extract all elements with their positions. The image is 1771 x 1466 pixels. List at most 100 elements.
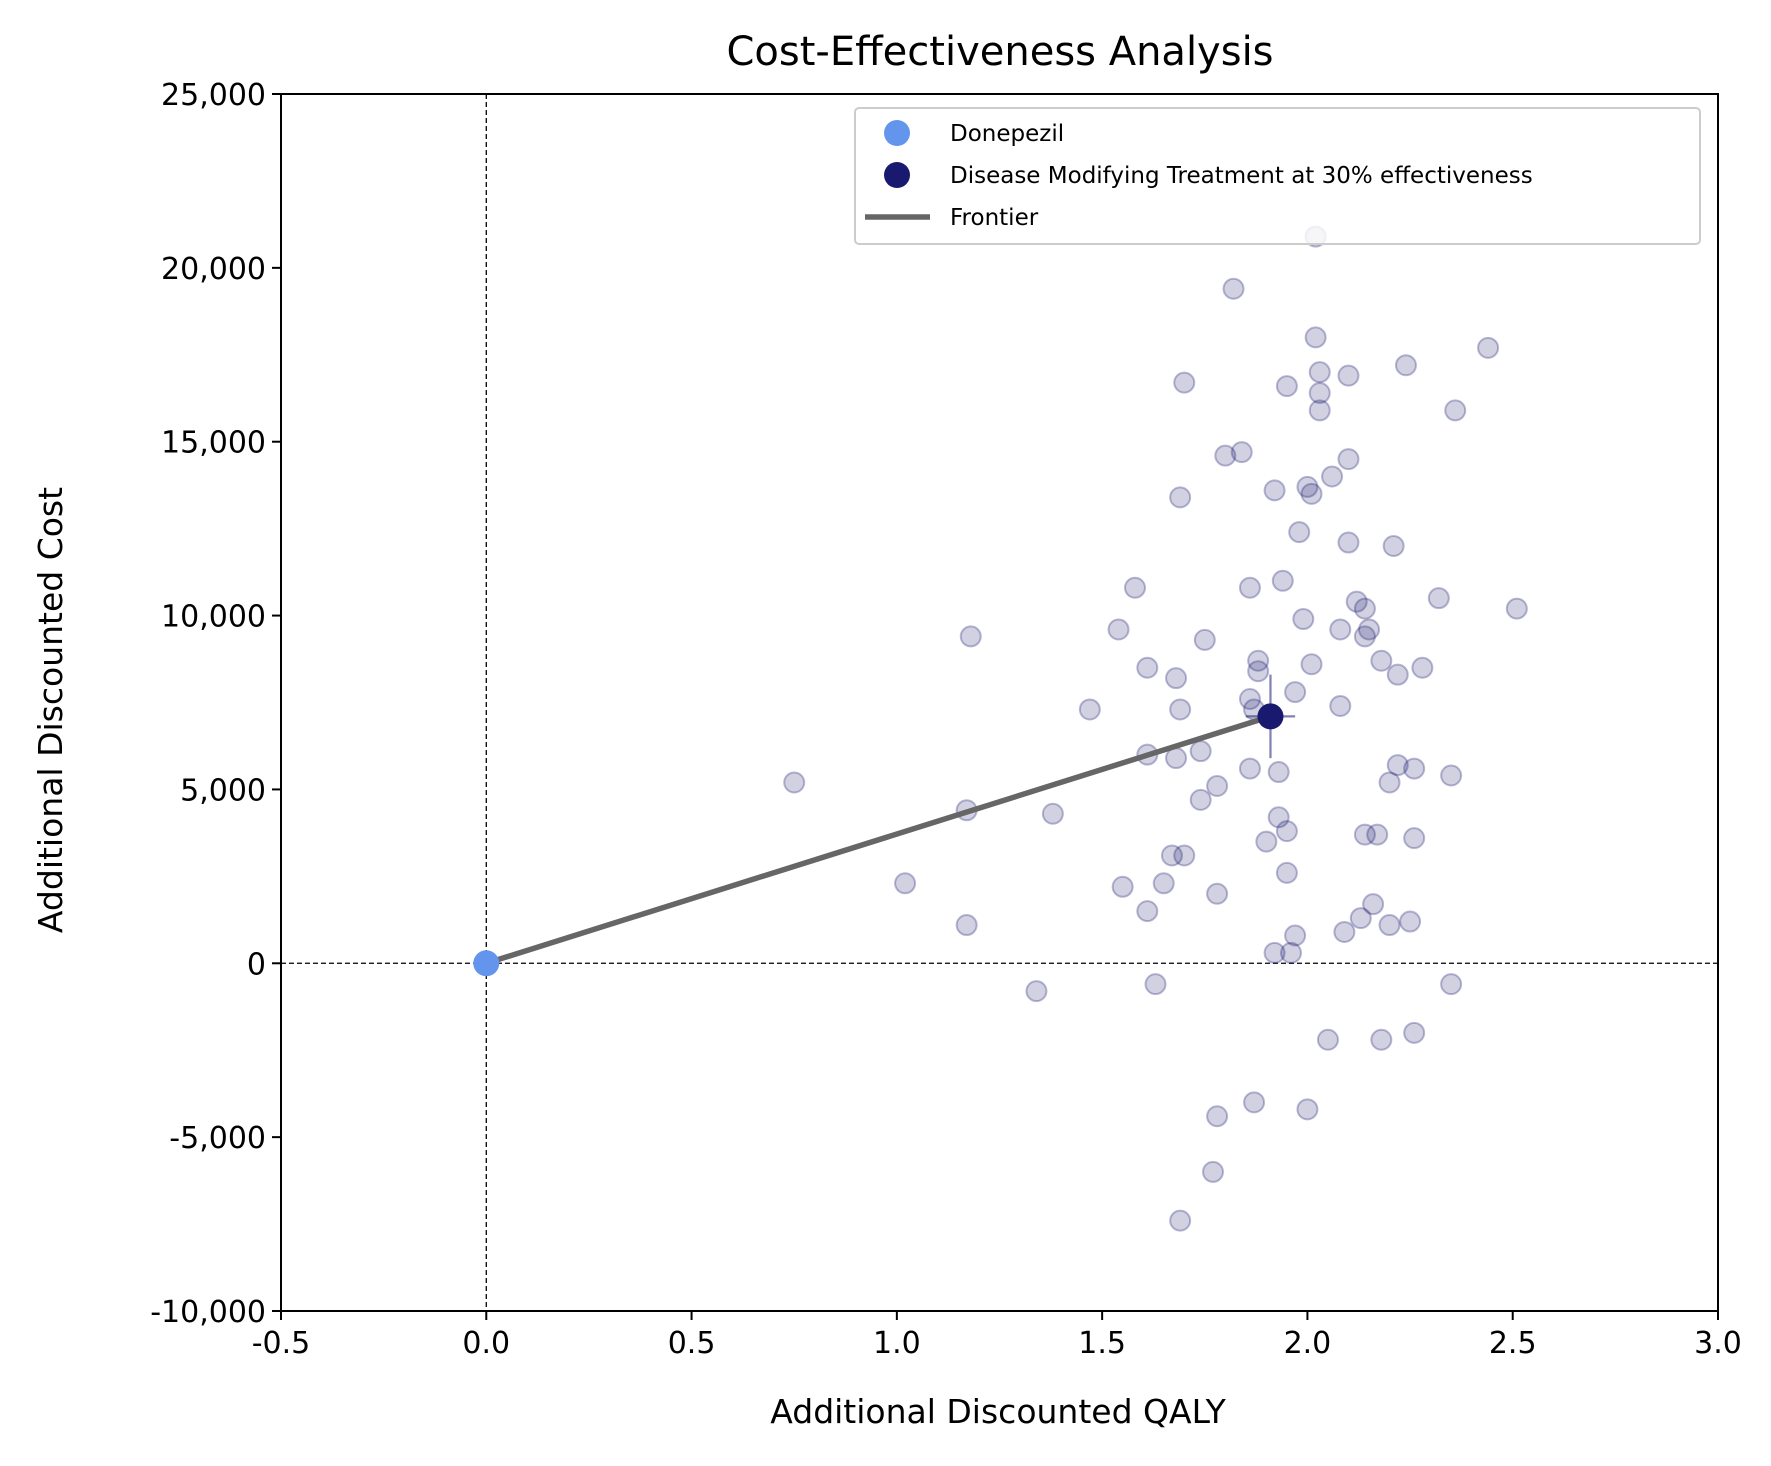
x-tick-label: 0.5 <box>668 1326 716 1361</box>
psa-sample-point <box>1136 656 1159 679</box>
psa-sample-point <box>1353 823 1376 846</box>
psa-sample-point <box>1333 920 1356 943</box>
y-tick-label: 10,000 <box>161 600 266 635</box>
treatment-point <box>1257 703 1284 730</box>
psa-sample-point <box>1505 597 1528 620</box>
psa-sample-point <box>1337 531 1360 554</box>
psa-sample-point <box>1403 1021 1426 1044</box>
psa-sample-point <box>1403 827 1426 850</box>
x-tick-label: 2.5 <box>1489 1326 1537 1361</box>
psa-sample-point <box>1300 482 1323 505</box>
legend-marker <box>884 120 910 146</box>
x-tick-label: -0.5 <box>252 1326 311 1361</box>
psa-sample-point <box>1308 399 1331 422</box>
psa-sample-point <box>1394 354 1417 377</box>
psa-sample-point <box>1206 774 1229 797</box>
psa-sample-point <box>1378 914 1401 937</box>
psa-sample-point <box>1300 653 1323 676</box>
psa-sample-point <box>1275 820 1298 843</box>
psa-sample-point <box>1296 475 1319 498</box>
plot-area <box>280 93 1719 1312</box>
chart-title: Cost-Effectiveness Analysis <box>726 29 1273 75</box>
psa-sample-point <box>1288 521 1311 544</box>
psa-sample-point <box>894 872 917 895</box>
y-tick-label: 25,000 <box>161 78 266 113</box>
psa-sample-point <box>1144 973 1167 996</box>
psa-sample-point <box>1280 941 1303 964</box>
x-tick-label: 2.0 <box>1284 1326 1332 1361</box>
psa-sample-point <box>1308 361 1331 384</box>
psa-sample-point <box>1025 980 1048 1003</box>
psa-sample-point <box>1169 486 1192 509</box>
psa-sample-point <box>1440 973 1463 996</box>
psa-sample-point <box>1173 371 1196 394</box>
y-tick-label: 20,000 <box>161 252 266 287</box>
plot-frame <box>280 93 1719 1312</box>
psa-sample-point <box>1370 649 1393 672</box>
psa-sample-point <box>1345 590 1368 613</box>
psa-sample-point <box>1107 618 1130 641</box>
psa-sample-point <box>1189 788 1212 811</box>
legend: Donepezil Disease Modifying Treatment at … <box>854 107 1701 245</box>
legend-box <box>854 107 1701 245</box>
x-tick-label: 3.0 <box>1694 1326 1742 1361</box>
frontier-line <box>485 713 1272 966</box>
psa-sample-point <box>1403 757 1426 780</box>
psa-sample-point <box>1247 660 1270 683</box>
psa-sample-point <box>1214 444 1237 467</box>
psa-sample-point <box>1078 698 1101 721</box>
legend-label: Frontier <box>950 205 1039 231</box>
x-tick-label: 0.0 <box>462 1326 510 1361</box>
psa-sample-point <box>1267 761 1290 784</box>
y-axis-label: Additional Discounted Cost <box>31 487 70 933</box>
x-axis-label: Additional Discounted QALY <box>770 1392 1226 1431</box>
psa-sample-point <box>1173 844 1196 867</box>
psa-sample-point <box>1284 924 1307 947</box>
psa-sample-point <box>1271 569 1294 592</box>
psa-sample-point <box>1411 656 1434 679</box>
legend-marker <box>884 162 910 188</box>
psa-sample-point <box>1206 882 1229 905</box>
psa-sample-point <box>1382 535 1405 558</box>
x-tick-label: 1.0 <box>873 1326 921 1361</box>
psa-sample-point <box>1238 757 1261 780</box>
donepezil-point <box>473 950 500 977</box>
psa-sample-point <box>1308 382 1331 405</box>
psa-sample-point <box>1292 608 1315 631</box>
psa-sample-point <box>1201 1160 1224 1183</box>
y-tick-label: 0 <box>247 947 266 982</box>
y-tick-label: 5,000 <box>180 773 266 808</box>
psa-sample-point <box>783 771 806 794</box>
psa-sample-point <box>1378 771 1401 794</box>
psa-sample-point <box>1349 907 1372 930</box>
psa-sample-point <box>1222 277 1245 300</box>
psa-sample-point <box>1206 1105 1229 1128</box>
psa-sample-point <box>1255 830 1278 853</box>
y-tick-label: -5,000 <box>169 1121 266 1156</box>
psa-sample-point <box>959 625 982 648</box>
y-tick-label: 15,000 <box>161 426 266 461</box>
psa-sample-point <box>1230 441 1253 464</box>
psa-sample-point <box>1267 806 1290 829</box>
psa-sample-point <box>1337 448 1360 471</box>
psa-sample-point <box>1329 694 1352 717</box>
psa-sample-point <box>1238 688 1261 711</box>
psa-sample-point <box>1399 910 1422 933</box>
psa-sample-point <box>1386 754 1409 777</box>
psa-sample-point <box>1169 1209 1192 1232</box>
psa-sample-point <box>1247 649 1270 672</box>
psa-sample-point <box>1321 465 1344 488</box>
psa-sample-point <box>1337 364 1360 387</box>
psa-sample-point <box>1477 336 1500 359</box>
psa-sample-point <box>1123 576 1146 599</box>
psa-sample-point <box>1353 597 1376 620</box>
legend-label: Donepezil <box>950 121 1064 147</box>
psa-sample-point <box>1041 802 1064 825</box>
psa-sample-point <box>1440 764 1463 787</box>
psa-sample-point <box>1111 875 1134 898</box>
x-axis: -0.5 0.0 0.5 1.0 1.5 2.0 2.5 3.0 <box>252 1311 1742 1361</box>
psa-sample-point <box>1275 375 1298 398</box>
psa-sample-point <box>955 914 978 937</box>
psa-sample-point <box>1427 587 1450 610</box>
